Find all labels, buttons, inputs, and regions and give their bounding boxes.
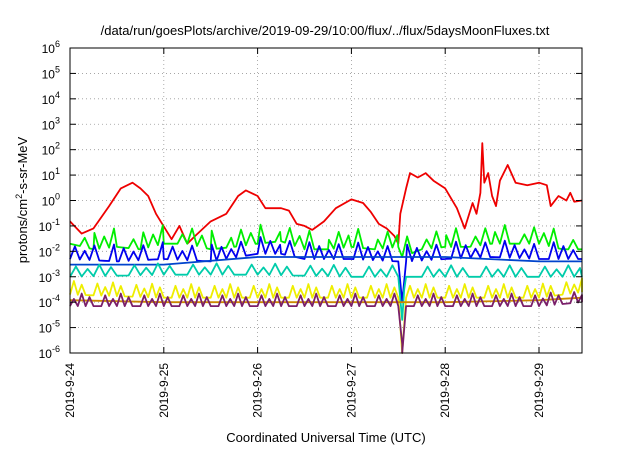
grid-lines (70, 48, 582, 353)
series-line (69, 142, 583, 245)
y-tick-label: 10-5 (39, 319, 60, 336)
series-line (69, 223, 582, 258)
y-tick-label: 10-3 (39, 268, 60, 285)
y-tick-label: 101 (42, 166, 60, 183)
x-tick-label: 2019-9-29 (532, 363, 546, 418)
y-axis-label: protons/cm2-s-sr-MeV (14, 136, 30, 263)
x-tick-label: 2019-9-24 (63, 363, 77, 418)
y-tick-label: 106 (42, 39, 60, 56)
series-layer (69, 142, 583, 354)
x-tick-label: 2019-9-26 (251, 363, 265, 418)
y-tick-label: 10-4 (39, 293, 60, 310)
y-tick-label: 100 (42, 192, 60, 209)
y-tick-label: 103 (42, 115, 60, 132)
x-axis: 2019-9-24 2019-9-25 2019-9-26 2019-9-27 2019… (63, 48, 546, 418)
series-line (69, 277, 583, 354)
series-line (69, 296, 583, 304)
y-axis: 10-6 10-5 10-4 10-3 10-2 10-1 100 101 102 103 104 1… (39, 39, 582, 361)
chart-title: /data/run/goesPlots/archive/2019-09-29/1… (101, 23, 550, 38)
y-tick-label: 105 (42, 64, 60, 81)
y-tick-label: 10-1 (39, 217, 60, 234)
x-tick-label: 2019-9-25 (157, 363, 171, 418)
series-line (69, 262, 583, 321)
y-tick-label: 10-6 (39, 344, 60, 361)
y-tick-label: 104 (42, 90, 60, 107)
x-tick-label: 2019-9-27 (344, 363, 358, 418)
y-tick-label: 10-2 (39, 242, 60, 259)
series-line (69, 236, 582, 304)
x-tick-label: 2019-9-28 (438, 363, 452, 418)
series-line (70, 256, 582, 266)
series-line (69, 291, 583, 354)
x-axis-label: Coordinated Universal Time (UTC) (226, 430, 425, 445)
y-tick-label: 102 (42, 141, 60, 158)
